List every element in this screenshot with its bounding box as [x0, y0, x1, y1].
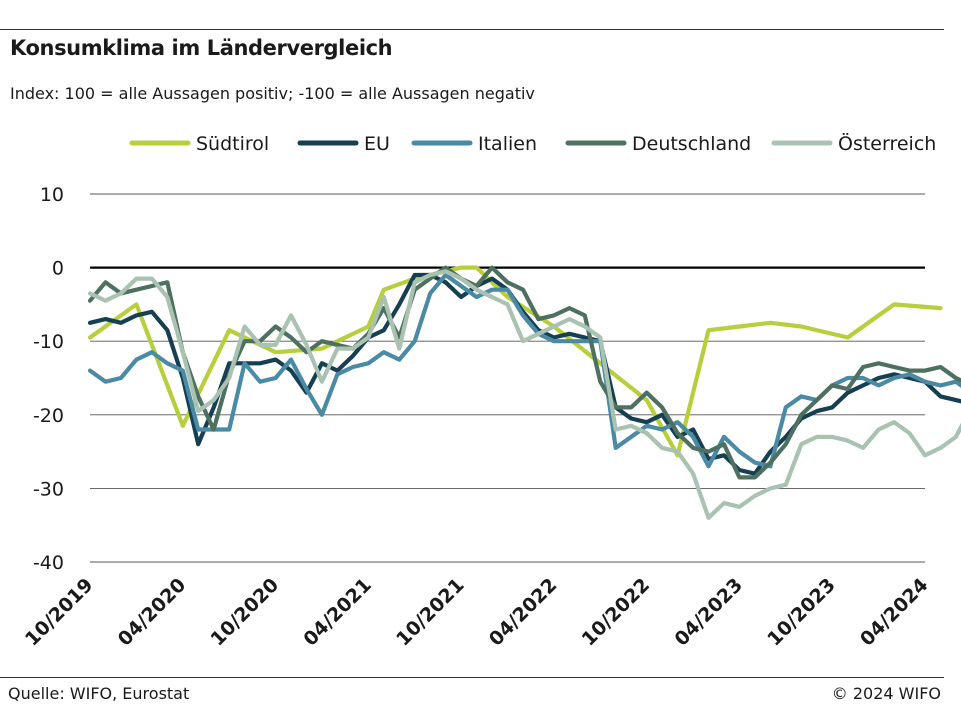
y-tick-label: -30: [33, 478, 64, 500]
x-tick-label: 10/2022: [578, 574, 655, 651]
legend: Südtirol EU Italien Deutschland Österreich: [129, 132, 936, 155]
y-axis-tick-labels: 10 0 -10 -20 -30 -40: [33, 184, 64, 574]
x-tick-label: 04/2023: [670, 574, 747, 651]
source-note: Quelle: WIFO, Eurostat: [8, 684, 190, 703]
legend-label: Südtirol: [196, 133, 269, 155]
top-rule: [0, 29, 944, 30]
legend-label: Österreich: [838, 132, 936, 155]
y-tick-label: -10: [33, 331, 64, 353]
legend-label: EU: [364, 133, 390, 155]
x-tick-label: 10/2020: [207, 574, 284, 651]
x-tick-label: 10/2019: [21, 574, 98, 651]
chart-title: Konsumklima im Ländervergleich: [10, 36, 393, 60]
x-tick-label: 04/2021: [299, 574, 376, 651]
y-tick-label: -40: [33, 552, 64, 574]
x-tick-label: 10/2023: [763, 574, 840, 651]
chart-canvas: 100-10-20-30-40 10/2019 04/2020 10/2020 04/…: [21, 132, 961, 651]
x-tick-label: 04/2020: [114, 574, 191, 651]
series-line-2: [87, 272, 961, 469]
series-lines: [87, 265, 961, 520]
legend-label: Deutschland: [632, 133, 751, 155]
chart-subtitle: Index: 100 = alle Aussagen positiv; -100…: [10, 84, 535, 103]
x-axis-tick-labels: 10/2019 04/2020 10/2020 04/2021 10/2021 04/20…: [21, 574, 933, 651]
series-line-0: [87, 265, 943, 458]
y-tick-label: 0: [52, 258, 64, 280]
x-tick-label: 04/2022: [485, 574, 562, 651]
bottom-rule: [0, 677, 944, 678]
series-line-4: [87, 269, 961, 520]
series-line-1: [87, 272, 961, 476]
series-line-3: [87, 265, 961, 480]
legend-label: Italien: [478, 133, 537, 155]
grid-lines: [90, 193, 925, 563]
x-tick-label: 04/2024: [856, 574, 933, 651]
copyright-note: © 2024 WIFO: [831, 684, 941, 703]
y-tick-label: 10: [40, 184, 64, 206]
y-tick-label: -20: [33, 405, 64, 427]
x-tick-label: 10/2021: [392, 574, 469, 651]
